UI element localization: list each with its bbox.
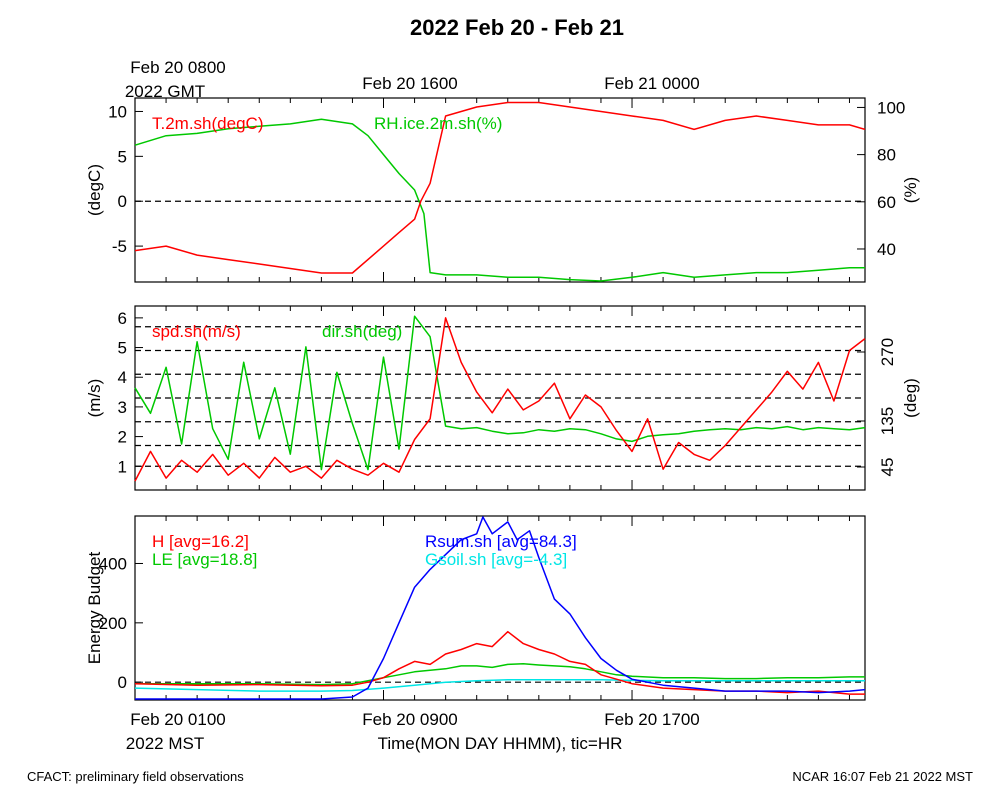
footer-right-note: NCAR 16:07 Feb 21 2022 MST	[792, 769, 973, 784]
legend-net-radiation: Rsum.sh [avg=84.3]	[425, 532, 577, 551]
x-axis-label: Time(MON DAY HHMM), tic=HR	[378, 734, 623, 753]
bottom-time-label-3: Feb 20 1700	[604, 710, 699, 729]
legend-wind-speed: spd.sh(m/s)	[152, 322, 241, 341]
chart-title: 2022 Feb 20 - Feb 21	[410, 15, 624, 40]
time-ticks	[165, 98, 850, 700]
legend-sensible-heat: H [avg=16.2]	[152, 532, 249, 551]
panel-1-left-y-label: 5	[118, 147, 127, 166]
series-sensible-heat-line	[134, 630, 865, 695]
panel-2-right-y-label: 270	[878, 338, 897, 366]
series-lines	[134, 101, 866, 700]
panel-2-ylabel-right: (deg)	[901, 378, 920, 418]
panel-3-ylabel: Energy Budget	[85, 551, 104, 664]
series-rh-ice-line	[134, 118, 865, 282]
legend-latent-heat: LE [avg=18.8]	[152, 550, 257, 569]
series-wind-direction-line	[134, 315, 866, 471]
panel-1-right-y-label: 40	[877, 240, 896, 259]
panel-1-right-y-label: 100	[877, 98, 905, 117]
panel-2-left-y-label: 4	[118, 368, 127, 387]
top-time-year-label: 2022 GMT	[125, 82, 205, 101]
bottom-time-year-label: 2022 MST	[126, 734, 204, 753]
panel-1-right-y-label: 80	[877, 146, 896, 165]
panel-1-ylabel-right: (%)	[901, 177, 920, 203]
legend-temperature: T.2m.sh(degC)	[152, 114, 263, 133]
legend-wind-direction: dir.sh(deg)	[322, 322, 402, 341]
panel-2-left-y-label: 5	[118, 339, 127, 358]
panel-1-frame	[134, 97, 866, 283]
panel-2-left-y-label: 6	[118, 309, 127, 328]
top-time-label-2: Feb 20 1600	[362, 74, 457, 93]
bottom-time-label-1: Feb 20 0100	[130, 710, 225, 729]
top-time-label-3: Feb 21 0000	[604, 74, 699, 93]
footer-left-note: CFACT: preliminary field observations	[27, 769, 244, 784]
panel-1-left-y-label: 0	[118, 192, 127, 211]
series-wind-speed-line	[134, 317, 866, 482]
panel-3-y-label: 400	[99, 554, 127, 573]
legend-soil-heat: Gsoil.sh [avg=-4.3]	[425, 550, 567, 569]
series-temperature-line	[134, 101, 866, 274]
panel-1-right-y-label: 60	[877, 193, 896, 212]
panel-2-ylabel-left: (m/s)	[85, 379, 104, 418]
panel-2-left-y-label: 1	[118, 457, 127, 476]
legend-humidity: RH.ice.2m.sh(%)	[374, 114, 502, 133]
panel-2-right-y-label: 135	[878, 407, 897, 435]
panel-3-frame	[134, 515, 866, 701]
panel-1-left-y-label: 10	[108, 102, 127, 121]
series-net-radiation-line	[135, 516, 866, 700]
series-soil-heat-line	[134, 679, 865, 692]
panel-2-left-y-label: 3	[118, 398, 127, 417]
bottom-time-label-2: Feb 20 0900	[362, 710, 457, 729]
panel-1-ylabel-left: (degC)	[85, 164, 104, 216]
panel-2-right-y-label: 45	[878, 458, 897, 477]
panel-1-left-y-label: -5	[112, 237, 127, 256]
panel-2-reference-lines	[135, 326, 865, 467]
panel-2-left-y-label: 2	[118, 428, 127, 447]
panel-3-y-label: 0	[118, 673, 127, 692]
y-axis-ticks: 10 5 0 -5 100 80 60 40 6 5 4 3 2 1 270 135 45 400 200 0	[99, 98, 906, 692]
series-latent-heat-line	[135, 663, 865, 686]
panel-3-y-label: 200	[99, 614, 127, 633]
top-time-label-1: Feb 20 0800	[130, 58, 225, 77]
